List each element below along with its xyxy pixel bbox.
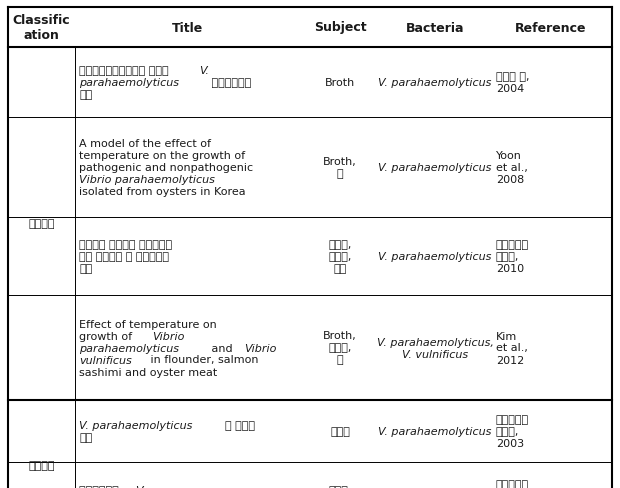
Text: 연어회,: 연어회, — [329, 251, 352, 262]
Text: 2003: 2003 — [496, 438, 524, 448]
Text: 식중독균 미생물의 위해평가를: 식중독균 미생물의 위해평가를 — [79, 240, 172, 249]
Text: Bacteria: Bacteria — [405, 21, 464, 35]
Text: Broth,: Broth, — [323, 157, 357, 167]
Text: 굴: 굴 — [337, 169, 343, 179]
Text: V. parahaemolyticus: V. parahaemolyticus — [378, 426, 492, 436]
Text: in flounder, salmon: in flounder, salmon — [147, 355, 259, 365]
Text: 광어회,: 광어회, — [329, 485, 352, 488]
Text: 성장예측모델: 성장예측모델 — [208, 78, 251, 88]
Text: and: and — [208, 343, 236, 353]
Text: parahaemolyticus: parahaemolyticus — [79, 78, 179, 88]
Text: Yoon: Yoon — [496, 151, 522, 161]
Text: 의 위해도: 의 위해도 — [225, 420, 255, 430]
Text: 식품의약품: 식품의약품 — [496, 240, 529, 249]
Text: 위해평가: 위해평가 — [29, 460, 55, 470]
Text: et al.,: et al., — [496, 343, 528, 353]
Text: 초밥: 초밥 — [334, 264, 347, 273]
Text: A model of the effect of: A model of the effect of — [79, 139, 211, 149]
Text: 식품의약품: 식품의약품 — [496, 479, 529, 488]
Text: V.: V. — [135, 485, 144, 488]
Text: Vibrio: Vibrio — [152, 331, 184, 341]
Text: Reference: Reference — [515, 21, 587, 35]
Text: V. parahaemolyticus: V. parahaemolyticus — [79, 420, 192, 430]
Text: Vibrio parahaemolyticus: Vibrio parahaemolyticus — [79, 175, 215, 184]
Text: 연어회,: 연어회, — [329, 343, 352, 353]
Text: growth of: growth of — [79, 331, 136, 341]
Text: 2010: 2010 — [496, 264, 524, 273]
Text: V. parahaemolyticus: V. parahaemolyticus — [378, 251, 492, 262]
Text: Vibrio: Vibrio — [244, 343, 277, 353]
Text: 2004: 2004 — [496, 84, 525, 94]
Text: Classific
ation: Classific ation — [12, 14, 70, 42]
Text: Kim: Kim — [496, 331, 517, 341]
Text: 2008: 2008 — [496, 175, 525, 184]
Text: 생선회: 생선회 — [330, 426, 350, 436]
Text: Broth,: Broth, — [323, 331, 357, 341]
Text: vulnificus: vulnificus — [79, 355, 131, 365]
Text: 개발: 개발 — [79, 90, 92, 100]
Text: Subject: Subject — [314, 21, 366, 35]
Text: 위한 종합계획 및 예측모델링: 위한 종합계획 및 예측모델링 — [79, 251, 169, 262]
Text: 2012: 2012 — [496, 355, 525, 365]
Text: 식품의약품: 식품의약품 — [496, 414, 529, 424]
Text: 안전처,: 안전처, — [496, 251, 520, 262]
Text: 안전처,: 안전처, — [496, 426, 520, 436]
Text: Broth: Broth — [325, 78, 355, 88]
Text: V. parahaemolyticus: V. parahaemolyticus — [378, 78, 492, 88]
Text: 수학적정량평가모델을 이용한: 수학적정량평가모델을 이용한 — [79, 66, 172, 76]
Text: 평가: 평가 — [79, 432, 92, 442]
Text: temperature on the growth of: temperature on the growth of — [79, 151, 245, 161]
Text: 문성양 회,: 문성양 회, — [496, 72, 529, 82]
Text: 수산물에서의: 수산물에서의 — [79, 485, 122, 488]
Text: et al.,: et al., — [496, 163, 528, 173]
Text: 광어회,: 광어회, — [329, 240, 352, 249]
Text: 굴: 굴 — [337, 355, 343, 365]
Text: V. parahaemolyticus,: V. parahaemolyticus, — [376, 337, 494, 347]
Text: V.: V. — [199, 66, 209, 76]
Text: Effect of temperature on: Effect of temperature on — [79, 319, 217, 329]
Text: 개발: 개발 — [79, 264, 92, 273]
Text: 예측모델: 예측모델 — [29, 219, 55, 229]
Text: parahaemolyticus: parahaemolyticus — [79, 343, 179, 353]
Text: V. parahaemolyticus: V. parahaemolyticus — [378, 163, 492, 173]
Text: pathogenic and nonpathogenic: pathogenic and nonpathogenic — [79, 163, 253, 173]
Text: isolated from oysters in Korea: isolated from oysters in Korea — [79, 186, 246, 197]
Text: Title: Title — [172, 21, 203, 35]
Text: V. vulnificus: V. vulnificus — [402, 349, 468, 359]
Text: sashimi and oyster meat: sashimi and oyster meat — [79, 367, 217, 377]
